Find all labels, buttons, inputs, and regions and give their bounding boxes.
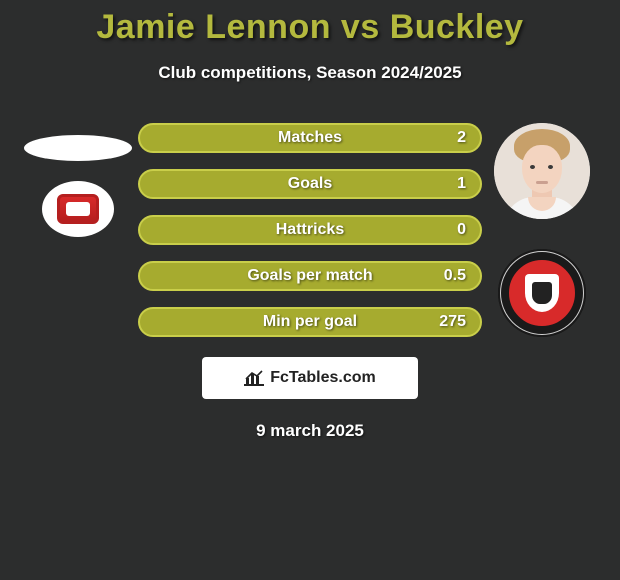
player-left-portrait-placeholder xyxy=(24,135,132,161)
stat-label: Goals xyxy=(288,175,332,193)
stat-label: Matches xyxy=(278,129,342,147)
page-title: Jamie Lennon vs Buckley xyxy=(0,0,620,47)
stat-value-right: 0 xyxy=(457,221,466,239)
comparison-block: Matches 2 Goals 1 Hattricks 0 Goals per … xyxy=(0,123,620,337)
stpats-crest-icon xyxy=(57,194,99,224)
player-right-club-badge xyxy=(498,249,586,337)
stat-label: Goals per match xyxy=(247,267,372,285)
bar-chart-icon xyxy=(244,370,264,386)
watermark-box: FcTables.com xyxy=(202,357,418,399)
watermark-text: FcTables.com xyxy=(270,369,376,387)
stat-bar: Min per goal 275 xyxy=(138,307,482,337)
player-left-column xyxy=(18,123,138,337)
stat-value-right: 2 xyxy=(457,129,466,147)
stat-bars: Matches 2 Goals 1 Hattricks 0 Goals per … xyxy=(138,123,482,337)
subtitle: Club competitions, Season 2024/2025 xyxy=(0,63,620,83)
snapshot-date: 9 march 2025 xyxy=(0,421,620,441)
stat-bar: Goals 1 xyxy=(138,169,482,199)
player-left-club-badge xyxy=(42,181,114,237)
face-icon xyxy=(494,123,590,219)
stat-bar: Matches 2 xyxy=(138,123,482,153)
stat-bar: Hattricks 0 xyxy=(138,215,482,245)
stat-bar: Goals per match 0.5 xyxy=(138,261,482,291)
stat-value-right: 0.5 xyxy=(444,267,466,285)
stat-label: Hattricks xyxy=(276,221,344,239)
bohemians-crest-icon xyxy=(498,249,586,337)
player-right-column xyxy=(482,123,602,337)
stat-label: Min per goal xyxy=(263,313,357,331)
stat-value-right: 1 xyxy=(457,175,466,193)
stat-value-right: 275 xyxy=(439,313,466,331)
player-right-portrait xyxy=(494,123,590,219)
